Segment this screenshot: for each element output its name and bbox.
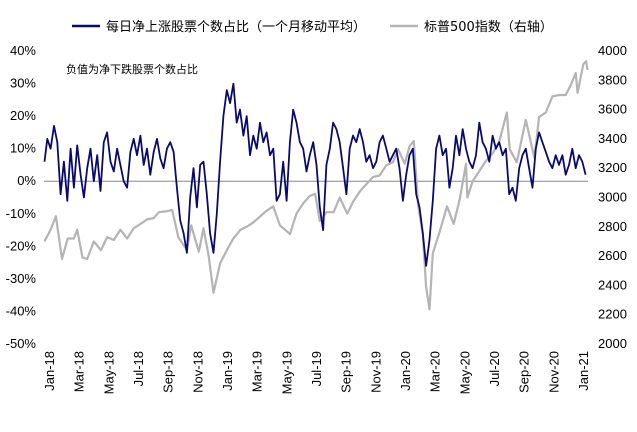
x-tick-label: Nov-19 xyxy=(368,351,383,393)
y-right-tick-label: 3000 xyxy=(598,190,627,205)
y-left-tick-label: 20% xyxy=(10,108,36,123)
y-right-tick-label: 2800 xyxy=(598,219,627,234)
series-layer xyxy=(43,60,589,311)
legend-label-breadth: 每日净上涨股票个数占比（一个月移动平均） xyxy=(106,19,366,35)
legend: 每日净上涨股票个数占比（一个月移动平均） 标普500指数（右轴） xyxy=(72,19,553,35)
series-line-breadth xyxy=(43,82,587,267)
y-left-tick-label: 30% xyxy=(10,76,36,91)
y-axis-right: 2000 2200 2400 2600 2800 3000 3200 3400 3600 3800… xyxy=(598,43,627,351)
x-tick-label: May-18 xyxy=(101,351,116,394)
x-tick-label: Mar-20 xyxy=(428,351,443,392)
x-tick-label: Jan-20 xyxy=(398,351,413,391)
y-right-tick-label: 2600 xyxy=(598,248,627,263)
y-left-tick-label: -10% xyxy=(6,206,37,221)
x-tick-label: May-19 xyxy=(279,351,294,394)
y-right-tick-label: 2000 xyxy=(598,336,627,351)
y-right-tick-label: 3200 xyxy=(598,160,627,175)
y-left-tick-label: -20% xyxy=(6,238,37,253)
legend-label-sp500: 标普500指数（右轴） xyxy=(424,20,553,35)
x-tick-label: Jan-21 xyxy=(576,351,591,391)
x-tick-label: May-20 xyxy=(457,351,472,394)
x-tick-label: Jan-18 xyxy=(42,351,57,391)
y-right-tick-label: 4000 xyxy=(598,43,627,58)
y-left-tick-label: 40% xyxy=(10,43,36,58)
y-right-tick-label: 3800 xyxy=(598,72,627,87)
y-left-tick-label: 10% xyxy=(10,141,36,156)
series-line-sp500 xyxy=(43,60,589,311)
x-tick-label: Jan-19 xyxy=(220,351,235,391)
y-left-tick-label: -40% xyxy=(6,303,37,318)
x-axis: Jan-18 Mar-18 May-18 Jul-18 Sep-18 Nov-18 Jan-… xyxy=(42,180,591,394)
x-tick-label: Jul-18 xyxy=(131,351,146,386)
y-right-tick-label: 2400 xyxy=(598,277,627,292)
x-tick-label: Nov-20 xyxy=(546,351,561,393)
x-tick-label: Sep-20 xyxy=(517,351,532,393)
x-tick-label: Sep-18 xyxy=(161,351,176,393)
x-tick-label: Jul-20 xyxy=(487,351,502,386)
y-left-tick-label: -30% xyxy=(6,271,37,286)
x-tick-label: Nov-18 xyxy=(190,351,205,393)
x-tick-label: Jul-19 xyxy=(309,351,324,386)
y-right-tick-label: 3400 xyxy=(598,131,627,146)
y-left-tick-label: -50% xyxy=(6,336,37,351)
x-tick-label: Mar-19 xyxy=(250,351,265,392)
chart-note: 负值为净下跌股票个数占比 xyxy=(66,62,198,76)
y-right-tick-label: 3600 xyxy=(598,102,627,117)
y-axis-left: -50% -40% -30% -20% -10% 0% 10% 20% 30% 40% xyxy=(6,43,37,351)
x-tick-label: Mar-18 xyxy=(72,351,87,392)
y-right-tick-label: 2200 xyxy=(598,307,627,322)
y-left-tick-label: 0% xyxy=(17,173,36,188)
x-tick-label: Sep-19 xyxy=(339,351,354,393)
